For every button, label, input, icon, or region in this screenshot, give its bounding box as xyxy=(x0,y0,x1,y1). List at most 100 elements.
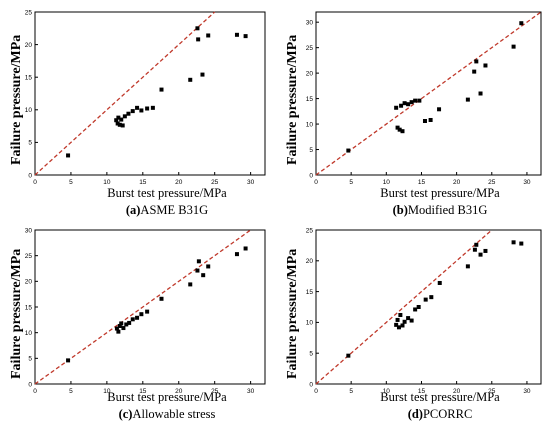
panel-d-caption: (d)PCORRC xyxy=(365,407,515,422)
panel-d-data-point xyxy=(409,318,414,323)
panel-c-xtick-label: 15 xyxy=(139,388,147,395)
panel-b-xtick-label: 0 xyxy=(314,179,318,186)
panel-c-ytick-label: 20 xyxy=(25,279,33,286)
panel-a-xtick-label: 0 xyxy=(33,179,37,186)
panel-d-ytick-label: 15 xyxy=(306,289,314,296)
panel-c-data-point xyxy=(124,322,129,327)
panel-d-data-point xyxy=(511,240,516,245)
panel-b-xlabel: Burst test pressure/MPa xyxy=(380,186,500,200)
panel-c-data-point xyxy=(114,326,119,331)
panel-a-xtick-label: 15 xyxy=(139,179,147,186)
panel-c-ytick-label: 25 xyxy=(25,253,33,260)
panel-d-xtick-label: 0 xyxy=(314,388,318,395)
panel-a-data-point xyxy=(119,117,124,122)
panel-a-data-point xyxy=(120,123,125,128)
panel-b-frame xyxy=(315,11,542,176)
panel-c-xtick-label: 5 xyxy=(69,388,73,395)
panel-b-data-point xyxy=(394,105,399,110)
panel-d-data-point xyxy=(519,241,524,246)
panel-a-plot: 0 5 10 15 20 25 30 0 5 10 15 20 25 xyxy=(25,9,266,186)
panel-b-data-point xyxy=(422,119,427,124)
panel-a-xtick-label: 10 xyxy=(103,179,111,186)
panel-c-xlabel: Burst test pressure/MPa xyxy=(107,390,227,404)
panel-b-data-point xyxy=(406,102,411,107)
panel-a-data-point xyxy=(66,153,71,158)
panel-c-data-point xyxy=(159,296,164,301)
panel-b-plot: 0 5 10 15 20 25 30 0 5 10 15 20 25 30 xyxy=(306,11,542,186)
panel-a-ylabel: Failure pressure/MPa xyxy=(9,34,24,165)
panel-c-caption-letter: (c) xyxy=(118,407,133,421)
panel-b-data-point xyxy=(409,100,414,105)
panel-c-ytick-label: 30 xyxy=(25,227,33,234)
panel-a-xtick-label: 20 xyxy=(175,179,183,186)
panel-d-ytick-label: 20 xyxy=(306,258,314,265)
panel-c-xtick-label: 0 xyxy=(33,388,37,395)
panel-b-ytick-label: 25 xyxy=(306,45,314,52)
panel-d-data-point xyxy=(396,325,401,330)
panel-c-ytick-label: 15 xyxy=(25,304,33,311)
panel-d-caption-letter: (d) xyxy=(407,407,423,421)
panel-d-data-point xyxy=(465,264,470,269)
panel-b-xtick-label: 5 xyxy=(349,179,353,186)
panel-d-caption-text: PCORRC xyxy=(422,407,473,421)
panel-d-data-point xyxy=(423,297,428,302)
panel-d-data-point xyxy=(402,319,407,324)
panel-c-data-point xyxy=(201,273,206,278)
panel-a-data-point xyxy=(139,108,144,113)
panel-d-data-point xyxy=(395,317,400,322)
panel-a-ytick-label: 15 xyxy=(25,75,33,82)
panel-b-reference-line xyxy=(315,11,542,176)
panel-b-caption-letter: (b) xyxy=(392,203,408,217)
panel-a-data-point xyxy=(117,122,122,127)
panel-c-xtick-label: 25 xyxy=(211,388,219,395)
panel-b-ytick-label: 30 xyxy=(306,19,314,26)
panel-d-data-point xyxy=(413,307,418,312)
panel-c-data-point xyxy=(121,326,126,331)
panel-d-data-point xyxy=(429,295,434,300)
panel-b-data-point xyxy=(437,107,442,112)
panel-d-reference-line xyxy=(315,229,493,385)
panel-c-data-point xyxy=(139,312,144,317)
panel-c-data-point xyxy=(66,358,71,363)
panel-d-ytick-label: 5 xyxy=(309,351,313,358)
panel-a-reference-line xyxy=(34,11,216,176)
panel-c-data-point xyxy=(116,329,121,334)
panel-b-ytick-label: 20 xyxy=(306,70,314,77)
panel-c-data-point xyxy=(130,317,135,322)
panel-d-ytick-label: 0 xyxy=(309,381,313,388)
panel-c-xtick-label: 30 xyxy=(247,388,255,395)
panel-b-data-point xyxy=(402,101,407,106)
panel-c-data-point xyxy=(195,268,200,273)
panel-b-data-point xyxy=(483,63,488,68)
panel-a-data-point xyxy=(122,114,127,119)
panel-b-ylabel: Failure pressure/MPa xyxy=(285,34,300,165)
panel-d-data-point xyxy=(472,247,477,252)
panel-a-data-point xyxy=(234,32,239,37)
panel-b-data-point xyxy=(472,69,477,74)
panel-c-caption: (c)Allowable stress xyxy=(92,407,242,422)
panel-d-ytick-label: 25 xyxy=(306,227,314,234)
panel-b-ytick-label: 0 xyxy=(309,172,313,179)
panel-b-data-point xyxy=(397,127,402,132)
panel-a-caption-letter: (a) xyxy=(125,203,141,217)
panel-d-xtick-label: 5 xyxy=(349,388,353,395)
panel-d-data-point xyxy=(346,353,351,358)
panel-c-data-point xyxy=(127,320,132,325)
panel-b-data-point xyxy=(478,91,483,96)
panel-c-ylabel: Failure pressure/MPa xyxy=(9,248,24,379)
panel-b-xtick-label: 15 xyxy=(418,179,426,186)
panel-c-data-point xyxy=(188,282,193,287)
panel-d-ytick-label: 10 xyxy=(306,320,314,327)
panel-b-data-point xyxy=(395,125,400,130)
panel-d-xtick-label: 30 xyxy=(523,388,531,395)
panel-d-data-point xyxy=(398,313,403,318)
panel-b-data-point xyxy=(413,98,418,103)
panel-d-ylabel: Failure pressure/MPa xyxy=(285,248,300,379)
panel-a-data-point xyxy=(126,111,131,116)
panel-c-data-point xyxy=(145,309,150,314)
panel-a-data-point xyxy=(145,106,150,111)
panel-b-caption-text: Modified B31G xyxy=(407,203,488,217)
panel-a-xtick-label: 25 xyxy=(211,179,219,186)
panel-b-data-point xyxy=(511,44,516,49)
